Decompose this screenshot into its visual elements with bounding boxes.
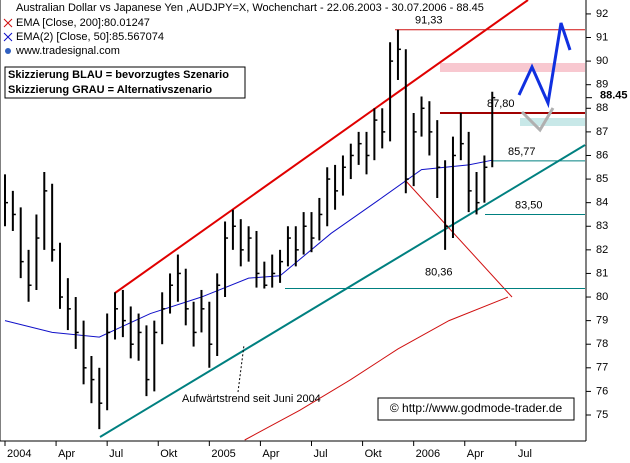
last-price-label: 88.45 bbox=[600, 90, 628, 102]
legend-entry: EMA [Close, 200]:80.01247 bbox=[16, 17, 150, 29]
y-tick-label: 85 bbox=[596, 173, 608, 185]
y-tick-label: 77 bbox=[596, 362, 608, 374]
diagonal-line bbox=[404, 179, 513, 298]
x-tick-label: Okt bbox=[365, 448, 382, 460]
x-tick-label: 2004 bbox=[7, 448, 31, 460]
y-tick-label: 76 bbox=[596, 385, 608, 397]
x-tick-label: Apr bbox=[58, 448, 75, 460]
x-tick-label: Jul bbox=[518, 448, 532, 460]
y-tick-label: 91 bbox=[596, 31, 608, 43]
y-tick-label: 90 bbox=[596, 55, 608, 67]
y-tick-label: 86 bbox=[596, 149, 608, 161]
y-tick-label: 75 bbox=[596, 409, 608, 421]
copyright: © http://www.godmode-trader.de bbox=[390, 401, 563, 415]
legend-glyph bbox=[3, 18, 13, 28]
level-label: 83,50 bbox=[515, 199, 543, 211]
x-tick-label: 2005 bbox=[211, 448, 235, 460]
trend-label: Aufwärtstrend seit Juni 2004 bbox=[182, 393, 321, 405]
y-tick-label: 81 bbox=[596, 267, 608, 279]
y-tick-label: 92 bbox=[596, 8, 608, 20]
channel-line bbox=[114, 0, 529, 294]
support-band bbox=[520, 118, 585, 126]
copyright-box bbox=[377, 397, 575, 421]
legend-entry: EMA(2) [Close, 50]:85.567074 bbox=[16, 31, 164, 43]
chart-title: Australian Dollar vs Japanese Yen ,AUDJP… bbox=[16, 2, 484, 14]
y-tick-label: 88 bbox=[596, 102, 608, 114]
y-tick-label: 79 bbox=[596, 315, 608, 327]
y-tick-label: 89 bbox=[596, 79, 608, 91]
y-tick-label: 84 bbox=[596, 197, 608, 209]
target-band bbox=[440, 63, 585, 72]
x-tick-label: Okt bbox=[160, 448, 177, 460]
x-tick-label: Apr bbox=[467, 448, 484, 460]
grey-scenario bbox=[520, 107, 555, 133]
y-tick-label: 80 bbox=[596, 291, 608, 303]
plot: 91,33 87,80 85,77 83,50 80,36 bbox=[3, 15, 585, 441]
x-tick-label: Jul bbox=[313, 448, 327, 460]
y-tick-label: 87 bbox=[596, 126, 608, 138]
source: www.tradesignal.com bbox=[15, 45, 120, 57]
note: Skizzierung GRAU = Alternativszenario bbox=[8, 84, 212, 96]
source-icon bbox=[5, 48, 11, 54]
y-tick-label: 82 bbox=[596, 244, 608, 256]
blue-scenario bbox=[517, 22, 572, 109]
level-label: 80,36 bbox=[425, 266, 453, 278]
trend-line bbox=[99, 144, 586, 438]
x-tick-label: Apr bbox=[262, 448, 279, 460]
y-tick-label: 78 bbox=[596, 338, 608, 350]
level-label: 85,77 bbox=[508, 146, 536, 158]
x-tick-label: Jul bbox=[109, 448, 123, 460]
legend: Australian Dollar vs Japanese Yen ,AUDJP… bbox=[3, 2, 484, 57]
ema-line bbox=[244, 296, 509, 441]
legend-glyph bbox=[3, 32, 13, 42]
level-label: 91,33 bbox=[415, 15, 443, 27]
note-box bbox=[4, 66, 246, 99]
x-tick-label: 2006 bbox=[416, 448, 440, 460]
y-tick-label: 83 bbox=[596, 220, 608, 232]
note: Skizzierung BLAU = bevorzugtes Szenario bbox=[8, 69, 229, 81]
level-label: 87,80 bbox=[487, 98, 515, 110]
